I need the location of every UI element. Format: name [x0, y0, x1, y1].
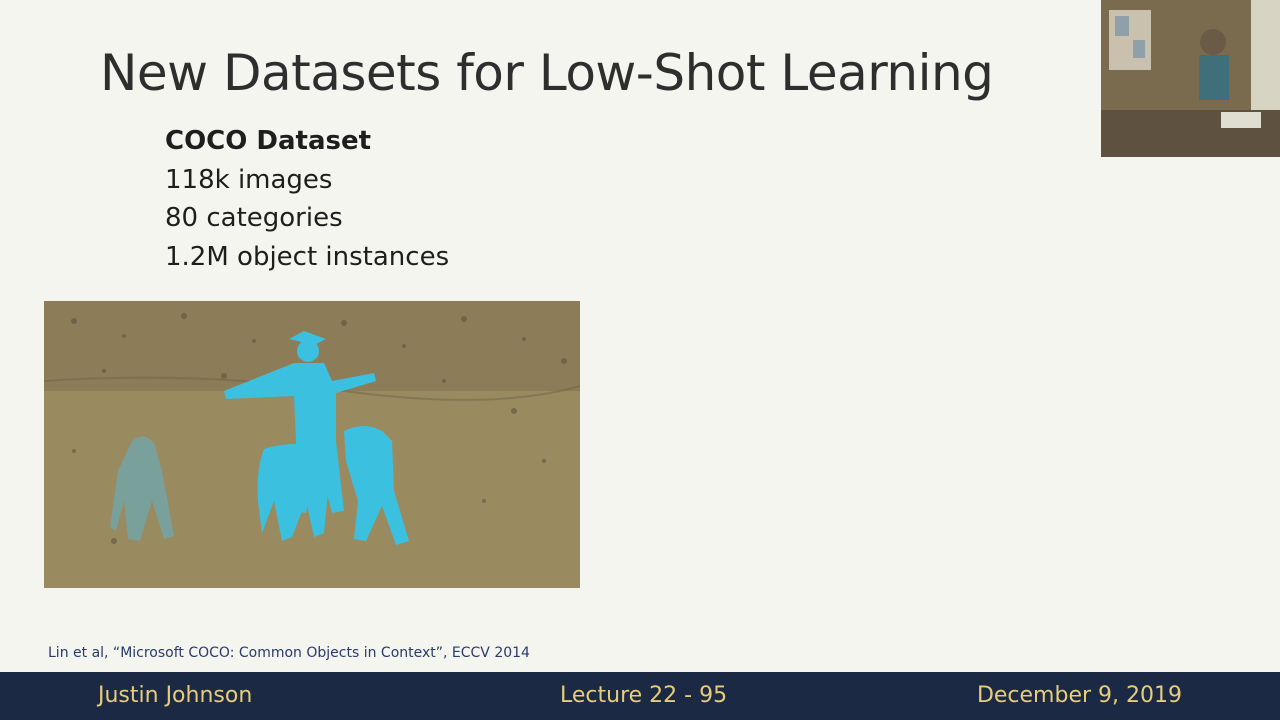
coco-example-image	[44, 301, 580, 588]
stat-images: 118k images	[165, 164, 333, 195]
slide-footer: Justin Johnson Lecture 22 - 95 December …	[0, 672, 1280, 720]
person-mask	[224, 331, 376, 513]
webcam-feed	[1101, 0, 1280, 157]
dog-mask	[257, 426, 409, 545]
presenter-webcam	[1101, 0, 1280, 157]
stat-categories: 80 categories	[165, 203, 343, 233]
slide-title: New Datasets for Low-Shot Learning	[100, 44, 994, 102]
footer-lecture: Lecture 22 - 95	[560, 683, 728, 708]
dataset-stats: COCO Dataset 118k images 80 categories 1…	[165, 122, 449, 276]
citation: Lin et al, “Microsoft COCO: Common Objec…	[48, 645, 530, 661]
dataset-heading: COCO Dataset	[165, 126, 372, 156]
stat-instances: 1.2M object instances	[165, 241, 450, 272]
footer-date: December 9, 2019	[976, 683, 1182, 708]
segmentation-illustration	[44, 301, 580, 588]
footer-author: Justin Johnson	[98, 683, 253, 708]
faint-dog-mask	[110, 436, 174, 541]
